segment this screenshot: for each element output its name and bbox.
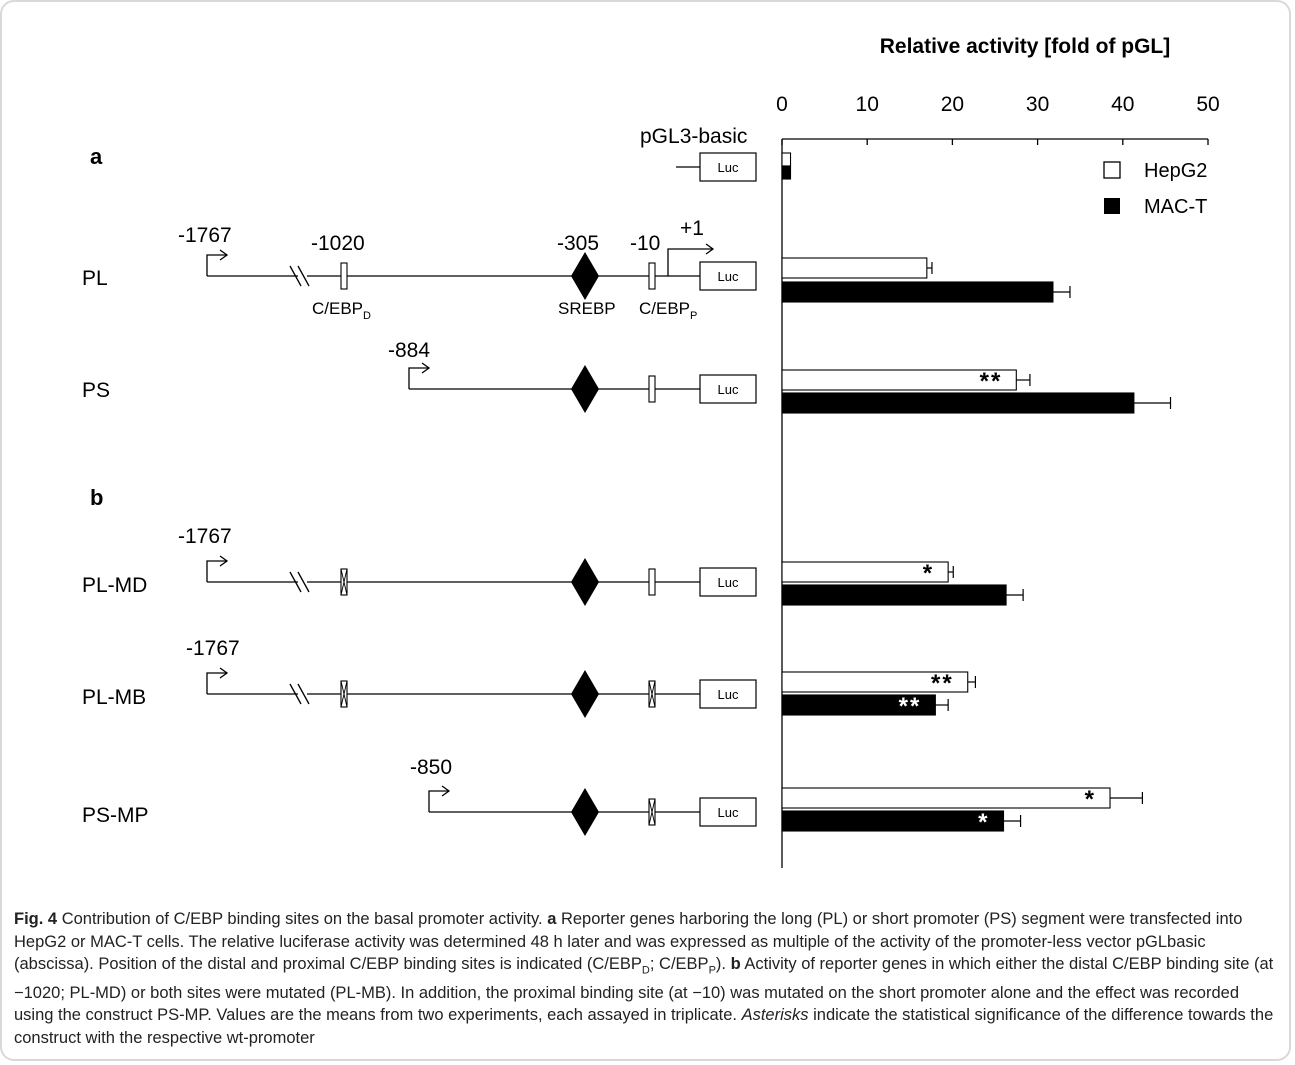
bar-mac-t — [781, 392, 1135, 414]
bar-hepg2 — [781, 671, 969, 693]
bar-hepg2 — [781, 257, 928, 279]
construct-pgl3: Luc — [676, 152, 757, 182]
significance-label: ** — [899, 693, 922, 720]
x-tick-label: 0 — [776, 93, 788, 116]
position-label: +1 — [680, 217, 704, 240]
figure-canvas: Relative activity [fold of pGL] 0 10 20 30 4… — [82, 35, 1220, 868]
position-label: -850 — [410, 756, 452, 779]
panel-label-b: b — [90, 485, 103, 510]
caption-asterisks: Asterisks — [741, 1006, 809, 1025]
position-label: -1020 — [311, 232, 365, 255]
luc-box-label: Luc — [718, 805, 739, 820]
caption-a-text: ). — [715, 955, 726, 973]
significance-label: ** — [931, 670, 954, 697]
x-tick-label: 10 — [856, 93, 879, 116]
caption-sub: P — [708, 964, 716, 977]
site-label-cebp-d: C/EBPD — [312, 299, 371, 322]
position-label: -10 — [630, 232, 660, 255]
bar-series: ********* — [781, 152, 1172, 836]
caption-sub: D — [641, 964, 650, 977]
x-tick-label: 20 — [941, 93, 964, 116]
construct-ps: -884 Luc — [388, 339, 757, 413]
position-label: -1767 — [178, 525, 232, 548]
luc-box-label: Luc — [718, 687, 739, 702]
legend-swatch-hepg2 — [1103, 161, 1121, 179]
luc-box-label: Luc — [718, 382, 739, 397]
bar-hepg2 — [781, 787, 1111, 809]
site-label-srebp: SREBP — [558, 299, 616, 318]
bar-mac-t — [781, 165, 792, 180]
legend-label-hepg2: HepG2 — [1144, 160, 1207, 182]
bar-mac-t — [781, 810, 1005, 832]
luc-box-label: Luc — [718, 160, 739, 175]
caption-title: Contribution of C/EBP binding sites on t… — [61, 910, 543, 928]
caption-panel-a: a — [547, 910, 557, 928]
site-label-cebp-p: C/EBPP — [639, 299, 697, 322]
construct-pl-mb: -1767 Luc — [186, 637, 757, 718]
bar-mac-t — [781, 584, 1007, 606]
significance-label: ** — [980, 368, 1003, 395]
construct-ps-mp: -850 Luc — [410, 756, 757, 836]
x-axis-ticks: 0 10 20 30 40 50 — [776, 93, 1220, 145]
position-label: -305 — [557, 232, 599, 255]
caption-a-text: Reporter genes harboring the long (PL) o… — [14, 910, 1243, 973]
construct-label-pgl3: pGL3-basic — [640, 125, 747, 148]
construct-pl: -1767 -1020 -305 -10 +1 Luc C/EBPD SREBP… — [178, 217, 757, 322]
figure-caption: Fig. 4 Contribution of C/EBP binding sit… — [14, 908, 1280, 1049]
position-label: -1767 — [178, 224, 232, 247]
position-label: -1767 — [186, 637, 240, 660]
construct-label-pl-md: PL-MD — [82, 574, 147, 597]
x-tick-label: 30 — [1026, 93, 1049, 116]
significance-label: * — [1085, 786, 1096, 813]
construct-label-pl: PL — [82, 267, 108, 290]
legend-label-mact: MAC-T — [1144, 196, 1207, 218]
axis-title: Relative activity [fold of pGL] — [880, 35, 1171, 58]
legend-swatch-mact — [1104, 198, 1120, 214]
position-label: -884 — [388, 339, 430, 362]
luc-box-label: Luc — [718, 269, 739, 284]
construct-label-pl-mb: PL-MB — [82, 686, 146, 709]
bar-mac-t — [781, 281, 1054, 303]
caption-fig-label: Fig. 4 — [14, 910, 58, 928]
luc-box-label: Luc — [718, 575, 739, 590]
caption-a-text: ; C/EBP — [649, 955, 709, 973]
caption-b-text: Activity of reporter genes in which eith… — [14, 955, 1274, 1025]
significance-label: * — [978, 809, 989, 836]
construct-pl-md: -1767 Luc — [178, 525, 757, 606]
x-tick-label: 40 — [1111, 93, 1134, 116]
caption-panel-b: b — [730, 955, 741, 973]
panel-label-a: a — [90, 144, 103, 169]
x-tick-label: 50 — [1196, 93, 1219, 116]
bar-hepg2 — [781, 152, 792, 167]
construct-label-ps: PS — [82, 379, 110, 402]
construct-label-ps-mp: PS-MP — [82, 804, 149, 827]
significance-label: * — [923, 560, 934, 587]
caption-end-text: indicate the statistical significance of… — [14, 1006, 1274, 1047]
